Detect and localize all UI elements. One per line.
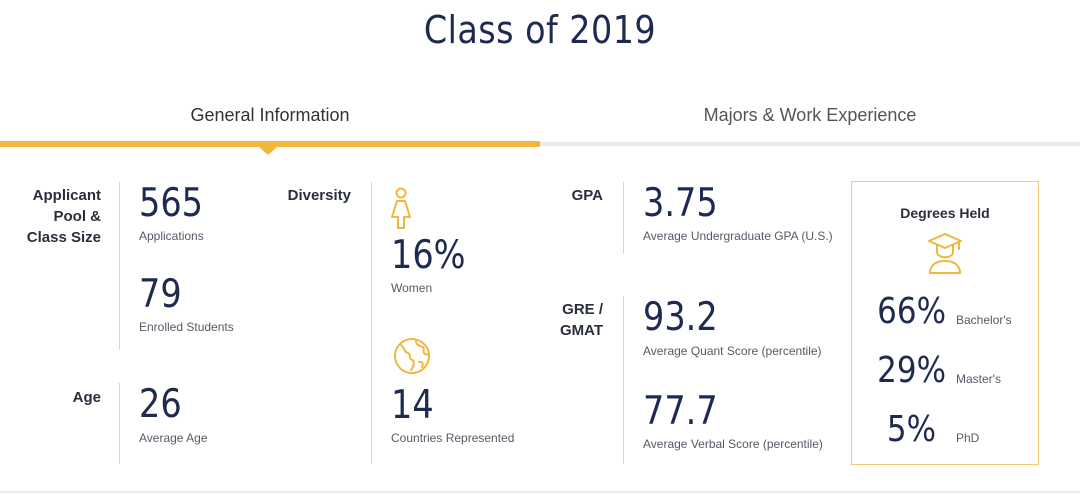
graduate-icon: [928, 233, 962, 274]
applications-label: Applications: [139, 229, 204, 243]
inactive-tab-underline: [540, 142, 1080, 146]
quant-value: 93.2: [643, 295, 718, 340]
verbal-value: 77.7: [643, 389, 718, 434]
applications-value: 565: [139, 181, 204, 226]
diversity-divider: [371, 182, 372, 464]
quant-label: Average Quant Score (percentile): [643, 344, 822, 358]
woman-icon: [391, 187, 411, 229]
gpa-divider: [623, 182, 624, 254]
verbal-label: Average Verbal Score (percentile): [643, 437, 823, 451]
tab-majors-work-experience[interactable]: Majors & Work Experience: [703, 104, 917, 125]
phd-value: 5%: [886, 409, 936, 450]
diversity-label: Diversity: [287, 187, 351, 204]
bachelors-value: 66%: [877, 291, 946, 332]
gre-divider: [623, 296, 624, 464]
countries-value: 14: [391, 383, 434, 428]
tab-bar: General Information Majors & Work Experi…: [0, 88, 1080, 148]
gre-gmat-label: GRE / GMAT: [559, 301, 603, 339]
women-value: 16%: [391, 233, 466, 278]
countries-label: Countries Represented: [391, 431, 515, 445]
active-tab-pointer: [259, 147, 277, 155]
applicant-divider: [119, 182, 120, 350]
masters-label: Master's: [956, 372, 1001, 386]
tab-general-information[interactable]: General Information: [190, 104, 350, 125]
gpa-label: GPA: [571, 187, 603, 204]
bachelors-label: Bachelor's: [956, 313, 1012, 327]
degrees-held-title: Degrees Held: [900, 205, 990, 221]
bottom-divider: [0, 491, 1080, 493]
age-sub: Average Age: [139, 431, 208, 445]
degrees-held-card: Degrees Held 66% Bachelor's 29% Master's…: [851, 181, 1039, 465]
active-tab-indicator: [0, 141, 540, 147]
page-title: Class of 2019: [423, 8, 657, 52]
globe-icon: [394, 338, 430, 374]
age-divider: [119, 383, 120, 464]
masters-value: 29%: [877, 350, 946, 391]
phd-label: PhD: [956, 431, 980, 445]
gpa-sub: Average Undergraduate GPA (U.S.): [643, 229, 833, 243]
age-value: 26: [139, 382, 182, 427]
age-label: Age: [72, 389, 101, 406]
enrolled-value: 79: [139, 272, 182, 317]
women-label: Women: [391, 281, 433, 295]
applicant-pool-label: Applicant Pool & Class Size: [26, 187, 101, 246]
gpa-value: 3.75: [643, 181, 718, 226]
enrolled-label: Enrolled Students: [139, 320, 234, 334]
